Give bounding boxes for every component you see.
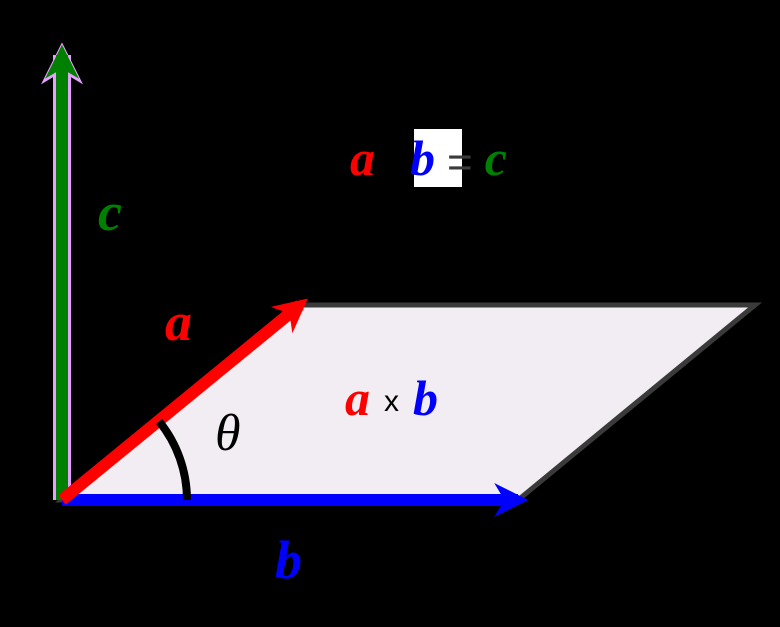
label-b: b [275,530,302,590]
label-theta: θ [215,405,241,462]
cross-product-diagram: abcθaxbaxb=c [0,0,780,627]
label-a: a [165,292,192,352]
label-c: c [98,182,122,242]
